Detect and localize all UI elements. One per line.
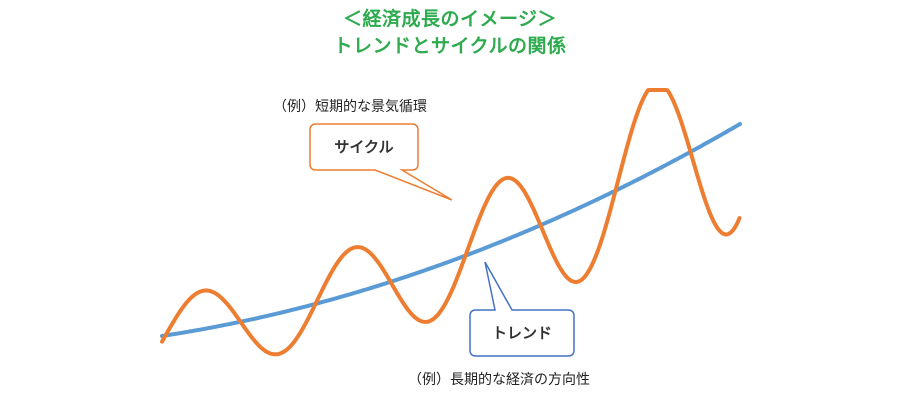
diagram-title: ＜経済成長のイメージ＞ トレンドとサイクルの関係	[0, 6, 900, 60]
cycle-callout-label: サイクル	[334, 138, 394, 156]
trend-callout-label: トレンド	[491, 324, 552, 342]
trend-example-note: （例）長期的な経済の方向性	[408, 372, 590, 388]
title-line-2: トレンドとサイクルの関係	[333, 35, 567, 57]
title-line-1: ＜経済成長のイメージ＞	[342, 8, 558, 30]
cycle-callout-box	[309, 123, 453, 201]
trend-line	[160, 122, 742, 338]
cycle-example-note: （例）短期的な景気循環	[273, 99, 427, 115]
cycle-line	[160, 88, 742, 357]
trend-callout-box	[469, 261, 575, 357]
